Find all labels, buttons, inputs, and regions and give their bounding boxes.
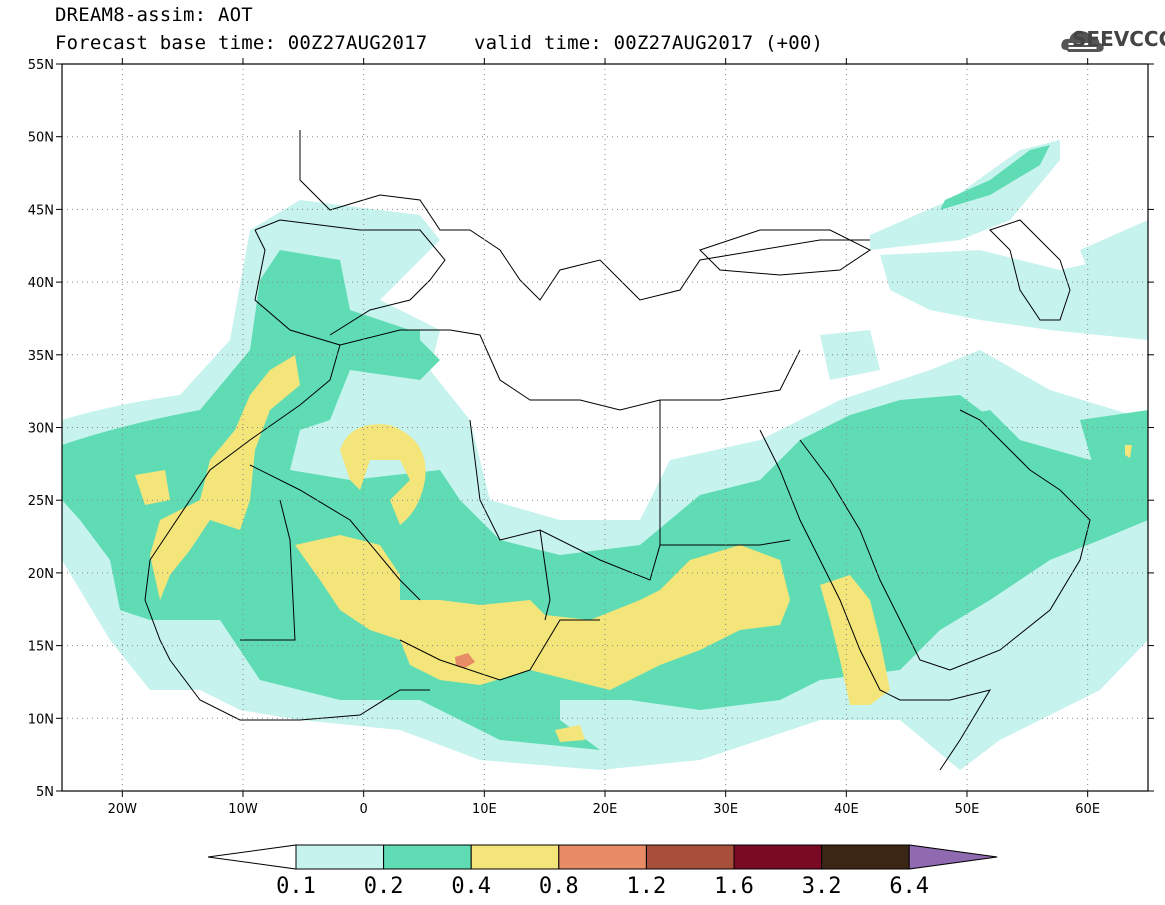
lat-tick-label: 35N <box>28 349 54 364</box>
aot-level-0.8 <box>455 653 475 668</box>
lon-tick-label: 30E <box>713 802 738 817</box>
aot-level-0.2 <box>62 145 1148 750</box>
aot-field <box>62 140 1148 770</box>
lon-tick-label: 60E <box>1075 802 1100 817</box>
red-sea-west <box>759 429 901 701</box>
west-africa-coast <box>144 229 430 721</box>
horn-africa <box>900 689 992 771</box>
lon-tick-label: 10W <box>228 802 258 817</box>
lon-tick-label: 10E <box>472 802 497 817</box>
arabia-coast <box>949 409 1091 671</box>
lat-tick-label: 15N <box>28 640 54 655</box>
europe-coast <box>299 130 870 301</box>
colorbar-arrow-left <box>207 844 297 870</box>
colorbar: 0.1 0.2 0.4 0.8 1.2 1.6 3.2 6.4 <box>207 844 998 899</box>
lat-tick-label: 40N <box>28 276 54 291</box>
colorbar-label: 0.2 <box>364 874 404 899</box>
lon-tick-label: 0 <box>360 802 368 817</box>
colorbar-segment <box>383 844 472 870</box>
lon-tick-label: 20W <box>108 802 138 817</box>
sahara-border-1 <box>249 464 421 601</box>
colorbar-label: 3.2 <box>802 874 842 899</box>
lon-tick-label: 20E <box>593 802 618 817</box>
map-grid <box>62 64 1148 791</box>
sahara-border-5 <box>240 499 296 641</box>
colorbar-segment <box>821 844 910 870</box>
lon-tick-label: 40E <box>834 802 859 817</box>
lat-tick-label: 50N <box>28 131 54 146</box>
map-axes: 55N 50N 45N 40N 35N 30N 25N 20N 15N 10N 5N 20W 10W 0 1… <box>28 58 1154 817</box>
lat-tick-label: 25N <box>28 494 54 509</box>
forecast-time-info: Forecast base time: 00Z27AUG2017 valid t… <box>55 32 824 54</box>
colorbar-segment <box>645 844 735 870</box>
colorbar-label: 0.4 <box>451 874 491 899</box>
colorbar-label: 1.2 <box>627 874 667 899</box>
colorbar-segment <box>558 844 647 870</box>
lat-tick-label: 5N <box>36 785 54 800</box>
cloud-logo-icon <box>1061 31 1104 52</box>
sahara-border-3 <box>539 529 551 621</box>
lat-tick-label: 10N <box>28 712 54 727</box>
coastlines-borders <box>144 130 1091 771</box>
map-title: DREAM8-assim: AOT <box>55 4 253 26</box>
lat-tick-label: 30N <box>28 422 54 437</box>
aot-level-0.4 <box>135 355 1132 742</box>
black-sea <box>699 229 871 276</box>
logo-text: SEEVCCC <box>1072 27 1165 51</box>
lat-tick-label: 20N <box>28 567 54 582</box>
colorbar-label: 0.8 <box>539 874 579 899</box>
lat-tick-label: 55N <box>28 58 54 73</box>
colorbar-segment <box>295 844 385 870</box>
red-sea-east <box>799 439 951 671</box>
sahara-border-4 <box>660 539 791 546</box>
lon-tick-label: 50E <box>955 802 980 817</box>
caspian <box>989 219 1071 321</box>
iberia-coast <box>254 219 446 336</box>
colorbar-label: 0.1 <box>276 874 316 899</box>
colorbar-label: 1.6 <box>714 874 754 899</box>
mediterranean-africa <box>339 329 801 411</box>
sahel-border <box>399 619 600 681</box>
colorbar-segment <box>733 844 823 870</box>
colorbar-label: 6.4 <box>889 874 929 899</box>
colorbar-arrow-right <box>908 844 998 870</box>
colorbar-segment <box>470 844 560 870</box>
lat-tick-label: 45N <box>28 203 54 218</box>
sahara-border-2 <box>469 400 661 581</box>
